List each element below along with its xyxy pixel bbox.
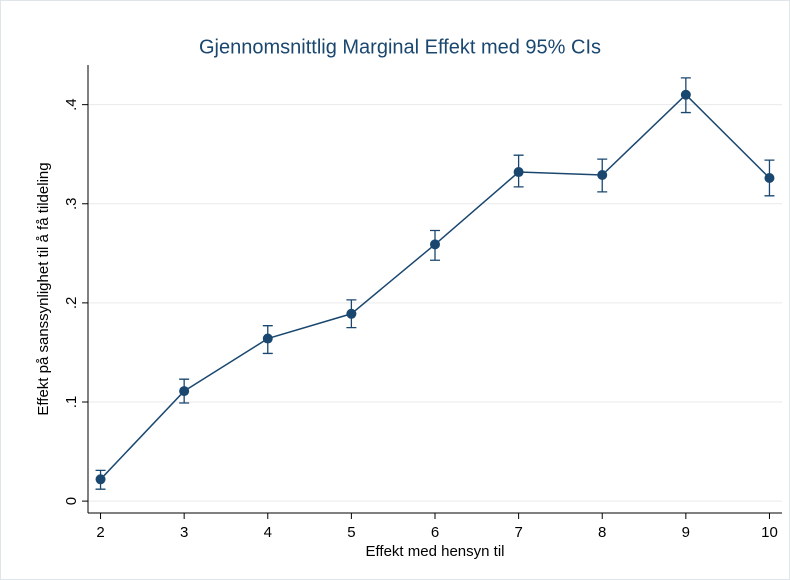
x-tick-label: 2	[96, 524, 104, 541]
x-tick-label: 9	[682, 524, 690, 541]
point	[95, 474, 106, 485]
x-tick-label: 7	[514, 524, 522, 541]
x-tick-label: 5	[347, 524, 355, 541]
point	[680, 89, 691, 100]
y-tick-label: .1	[63, 396, 80, 409]
y-tick-label: .4	[63, 98, 80, 111]
point	[764, 172, 775, 183]
point	[597, 170, 608, 181]
x-tick-label: 8	[598, 524, 606, 541]
point	[430, 239, 440, 250]
x-axis-title: Effekt med hensyn til	[366, 543, 505, 560]
y-tick-label: .3	[63, 198, 80, 211]
x-tick-label: 3	[180, 524, 188, 541]
x-tick-label: 4	[264, 524, 272, 541]
point	[346, 308, 357, 319]
point	[513, 167, 524, 178]
x-tick-label: 10	[761, 524, 778, 541]
y-tick-label: .2	[63, 297, 80, 310]
point	[179, 386, 190, 397]
y-tick-label: 0	[63, 497, 80, 505]
point	[262, 333, 273, 344]
chart-title: Gjennomsnittlig Marginal Effekt med 95% …	[199, 36, 601, 58]
x-tick-label: 6	[431, 524, 439, 541]
y-axis-title: Effekt på sanssynlighet til å få tildeli…	[35, 162, 52, 415]
